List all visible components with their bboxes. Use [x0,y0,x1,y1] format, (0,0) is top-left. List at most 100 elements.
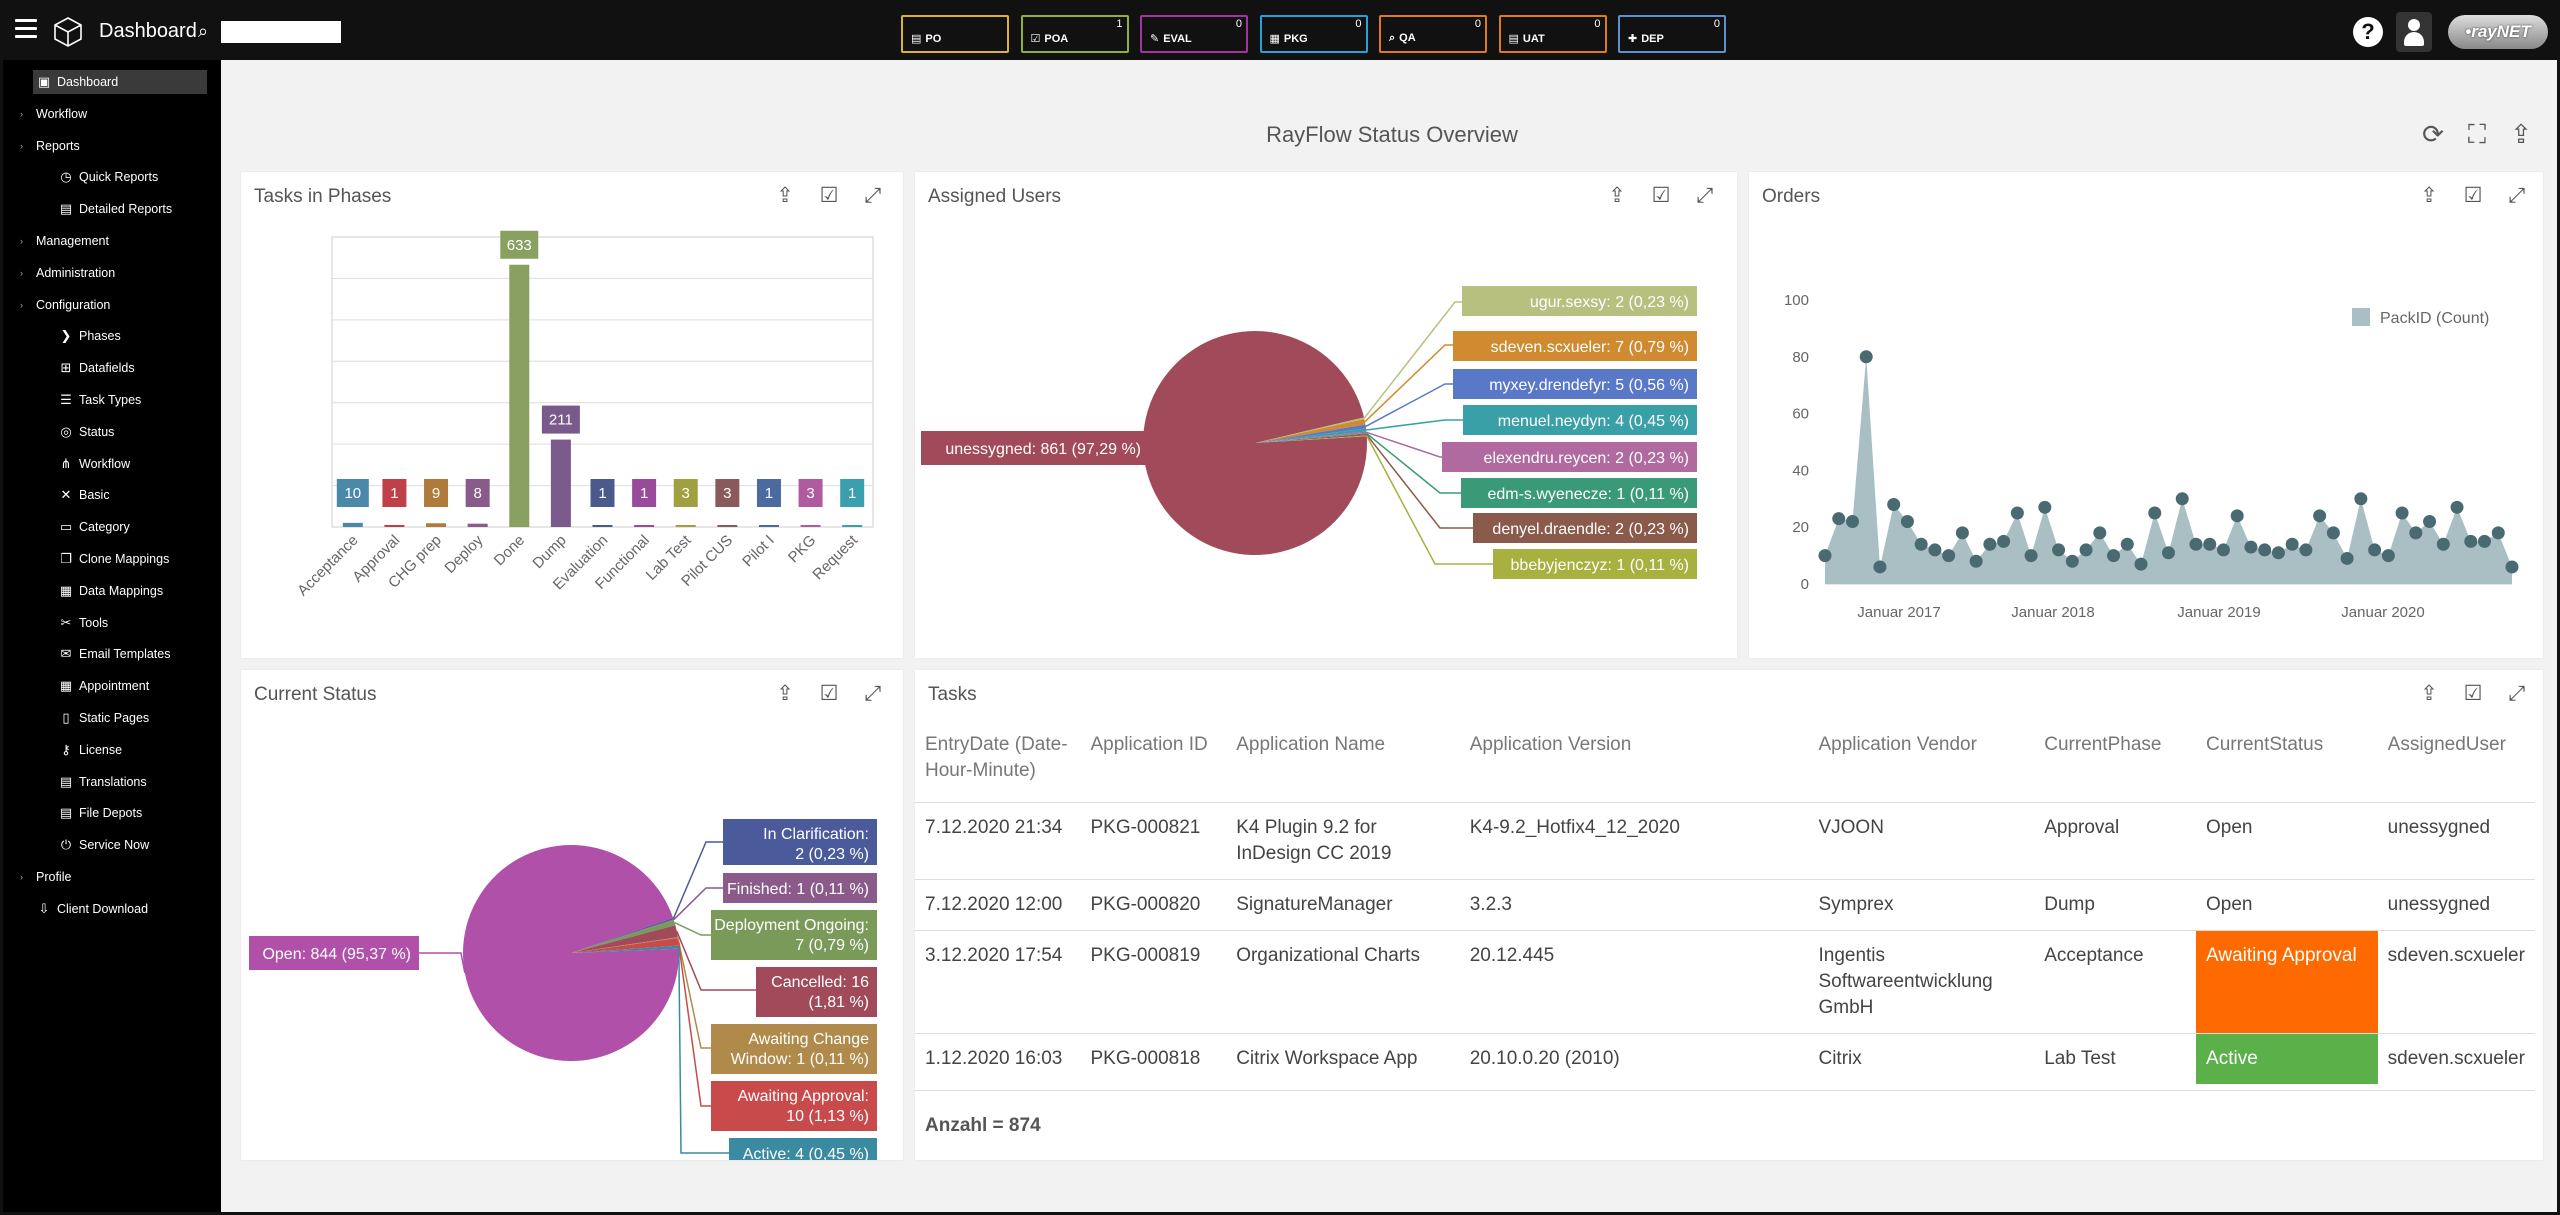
phase-box-pkg[interactable]: 0 ▦ PKG [1259,15,1368,53]
sidebar-item-basic[interactable]: ✕ Basic [3,483,221,507]
sidebar-item-phases[interactable]: ❯ Phases [3,324,221,348]
pie-slice[interactable] [1255,431,1367,443]
pie-slice[interactable] [463,845,679,1061]
sidebar-item-data-mappings[interactable]: ▦ Data Mappings [3,579,221,603]
expand-icon[interactable]: ⤢ [864,682,882,705]
column-header[interactable]: Application ID [1090,734,1208,755]
sidebar-item-configuration[interactable]: › Configuration [3,293,221,317]
data-point[interactable] [2368,543,2382,557]
bar[interactable] [384,525,405,527]
data-point[interactable] [2340,551,2354,565]
sidebar-item-workflow[interactable]: › Workflow [3,102,221,126]
sidebar-item-detailed-reports[interactable]: ▤ Detailed Reports [3,197,221,221]
pie-slice[interactable] [1255,418,1366,443]
pie-slice[interactable] [1255,417,1365,443]
sidebar-item-profile[interactable]: › Profile [3,865,221,889]
pie-slice[interactable] [571,919,674,953]
user-icon[interactable] [2396,12,2432,52]
column-header[interactable]: Application Name [1236,734,1386,755]
checklist-icon[interactable]: ☑ [1651,184,1671,207]
phase-box-dep[interactable]: 0 ✚ DEP [1618,15,1726,53]
refresh-icon[interactable]: ⟳ [2422,119,2444,149]
data-point[interactable] [1887,497,1901,511]
data-point[interactable] [2395,506,2409,520]
phase-box-qa[interactable]: 0 ⌕ QA [1379,15,1487,53]
bar[interactable] [342,522,363,527]
export-icon[interactable]: ⇪ [2420,682,2438,705]
expand-icon[interactable]: ⤢ [864,184,882,207]
data-point[interactable] [2189,537,2203,551]
column-header[interactable]: CurrentPhase [2044,734,2162,755]
bar[interactable] [634,525,655,527]
sidebar-item-datafields[interactable]: ⊞ Datafields [3,356,221,380]
data-point[interactable] [1997,534,2011,548]
data-point[interactable] [2354,492,2368,506]
pie-slice[interactable] [571,925,678,953]
column-header[interactable]: CurrentStatus [2206,734,2324,755]
expand-icon[interactable]: ⤢ [2508,184,2526,207]
data-point[interactable] [2464,534,2478,548]
column-header[interactable]: AssignedUser [2387,734,2506,755]
sidebar-item-management[interactable]: › Management [3,229,221,253]
bar[interactable] [467,523,488,527]
data-point[interactable] [2120,537,2134,551]
bar[interactable] [675,525,696,527]
data-point[interactable] [1859,350,1873,364]
sidebar-item-dashboard[interactable]: ▣ Dashboard [33,70,207,94]
pie-slice[interactable] [571,937,678,953]
data-point[interactable] [2436,537,2450,551]
pie-slice[interactable] [571,937,679,953]
export-icon[interactable]: ⇪ [2420,184,2438,207]
sidebar-item-service-now[interactable]: ⏻ Service Now [3,833,221,857]
data-point[interactable] [2148,506,2162,520]
sidebar-item-quick-reports[interactable]: ◷ Quick Reports [3,165,221,189]
sidebar-item-tools[interactable]: ✂ Tools [3,611,221,635]
data-point[interactable] [2203,537,2217,551]
data-point[interactable] [1969,554,1983,568]
bar[interactable] [758,525,779,527]
data-point[interactable] [1928,543,1942,557]
sidebar-item-status[interactable]: ◎ Status [3,420,221,444]
bar[interactable] [842,525,863,527]
data-point[interactable] [2216,543,2230,557]
export-icon[interactable]: ⇪ [776,682,794,705]
data-point[interactable] [2038,500,2052,514]
pie-slice[interactable] [1255,424,1367,443]
phase-box-poa[interactable]: 1 ☑ POA [1020,15,1129,53]
sidebar-item-static-pages[interactable]: ▯ Static Pages [3,706,221,730]
data-point[interactable] [2409,526,2423,540]
data-point[interactable] [2299,543,2313,557]
pie-slice[interactable] [571,917,674,953]
data-point[interactable] [1873,560,1887,574]
sidebar-item-workflow[interactable]: ⋔ Workflow [3,452,221,476]
sidebar-item-category[interactable]: ▭ Category [3,515,221,539]
pie-slice[interactable] [571,920,676,953]
sidebar-item-reports[interactable]: › Reports [3,134,221,158]
data-point[interactable] [2491,526,2505,540]
export-icon[interactable]: ⇪ [776,184,794,207]
export-icon[interactable]: ⇪ [2510,119,2532,149]
data-point[interactable] [2134,557,2148,571]
data-point[interactable] [2478,534,2492,548]
data-point[interactable] [1955,526,1969,540]
checklist-icon[interactable]: ☑ [819,682,839,705]
data-point[interactable] [2093,526,2107,540]
sidebar-item-file-depots[interactable]: ▤ File Depots [3,801,221,825]
data-point[interactable] [2326,526,2340,540]
bar[interactable] [550,439,571,527]
bar[interactable] [800,525,821,527]
data-point[interactable] [2079,543,2093,557]
expand-icon[interactable]: ⤢ [2508,682,2526,705]
data-point[interactable] [2175,492,2189,506]
data-point[interactable] [2313,509,2327,523]
pie-slice[interactable] [1143,330,1367,555]
data-point[interactable] [1983,537,1997,551]
bar[interactable] [717,525,738,527]
column-header[interactable]: EntryDate (Date-Hour-Minute) [925,734,1068,781]
search-icon[interactable]: ⌕ [198,21,209,41]
fullscreen-icon[interactable]: ⛶ [2467,119,2487,149]
table-row[interactable]: 7.12.2020 21:34 PKG-000821 K4 Plugin 9.2 f… [915,801,2535,879]
pie-slice[interactable] [571,945,679,953]
checklist-icon[interactable]: ☑ [2463,184,2483,207]
data-point[interactable] [2258,543,2272,557]
